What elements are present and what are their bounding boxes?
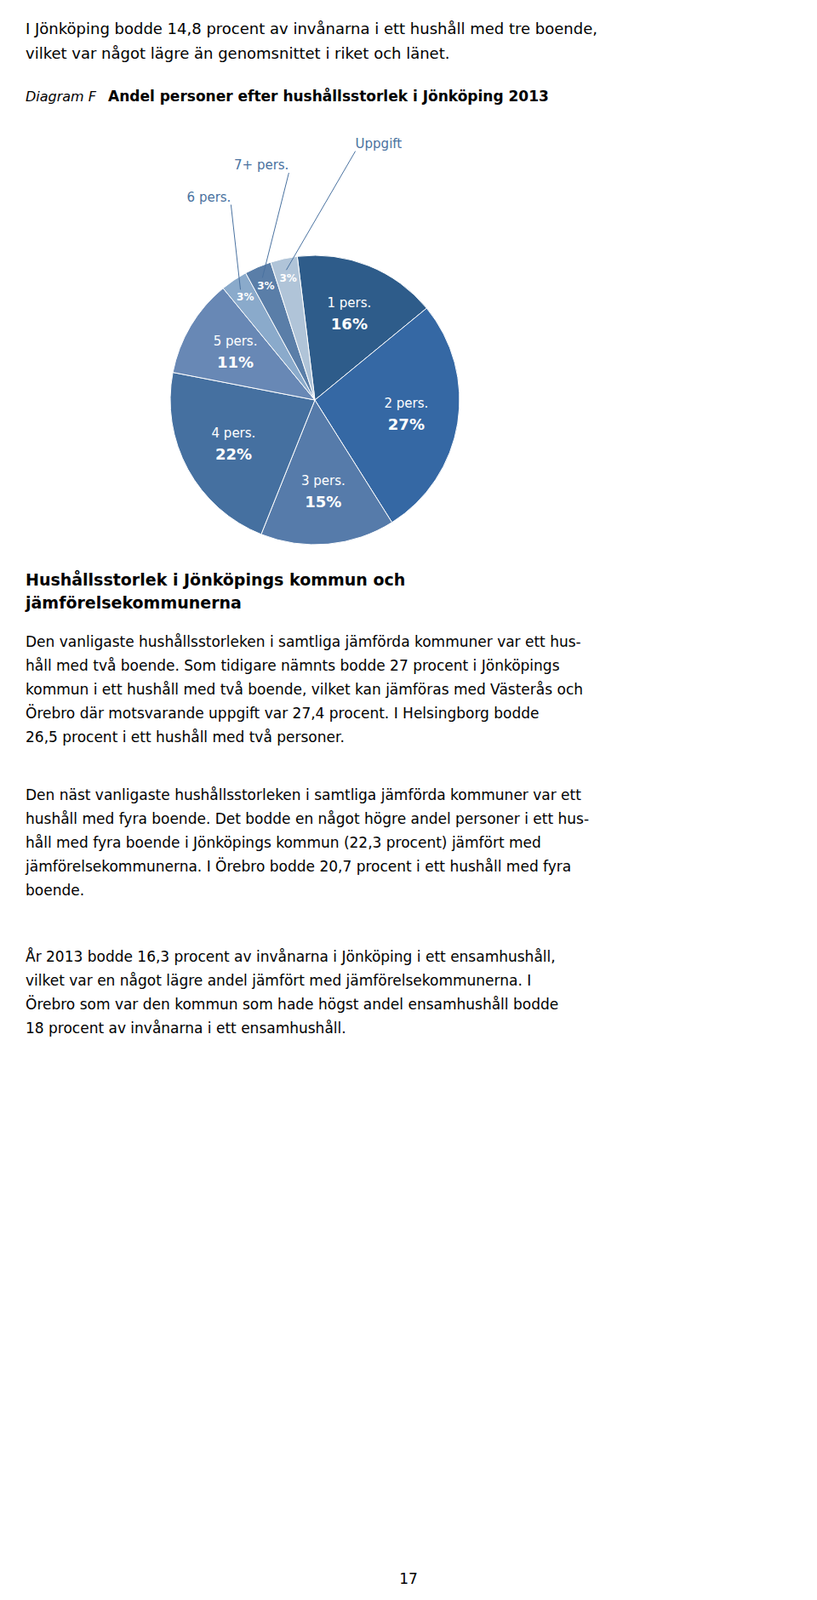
page: I Jönköping bodde 14,8 procent av invåna… [0,0,817,1600]
slice-label: 7+ pers. [234,157,289,173]
paragraph-line: kommun i ett hushåll med två boende, vil… [25,680,583,698]
slice-label: 6 pers. [187,189,232,206]
paragraph-line: boende. [25,881,85,899]
slice-label: 1 pers. [326,295,372,311]
slice-value: 3% [257,279,275,292]
slice-value: 3% [279,272,297,285]
slice-label: 3 pers. [301,473,346,489]
paragraph-line: jämförelsekommunerna. I Örebro bodde 20,… [24,856,572,875]
leader-line [230,205,240,291]
pie-slice [170,372,315,535]
slice-label: Uppgift [355,136,403,152]
section-heading: jämförelsekommunerna [24,593,242,612]
slice-value: 16% [331,314,368,333]
paragraph-line: vilket var en något lägre andel jämfört … [25,971,532,989]
page-title: vilket var något lägre än genomsnittet i… [25,44,450,63]
paragraph-line: håll med fyra boende i Jönköpings kommun… [25,834,542,852]
slice-label: 5 pers. [213,333,258,349]
page-title: I Jönköping bodde 14,8 procent av invåna… [25,19,598,38]
paragraph-line: 18 procent av invånarna i ett ensamhushå… [25,1019,347,1037]
paragraph-line: håll med två boende. Som tidigare nämnts… [25,657,560,675]
pie-slice [270,256,315,400]
slice-value: 27% [388,415,425,434]
slice-label: 2 pers. [383,395,429,412]
slice-label: 4 pers. [211,425,257,441]
slice-value: 3% [236,291,254,303]
page-number: 17 [399,1570,418,1588]
slice-value: 22% [215,445,252,463]
pie [170,255,460,545]
diagram-label: Diagram F [25,88,98,105]
paragraph-line: 26,5 procent i ett hushåll med två perso… [25,728,345,746]
section-heading: Hushållsstorlek i Jönköpings kommun och [25,569,406,589]
paragraph-line: Örebro som var den kommun som hade högst… [25,994,559,1013]
chart-title: Andel personer efter hushållsstorlek i J… [108,86,549,105]
leader-line [262,172,289,278]
pie-labels: 1 pers. 16% 2 pers. 27% 3 pers. 15% 4 pers. 22%… [187,136,429,512]
paragraph-line: Den näst vanligaste hushållsstorleken i … [25,786,582,804]
background [0,0,817,1600]
paragraph-line: Den vanligaste hushållsstorleken i samtl… [25,633,582,651]
slice-value: 15% [304,492,342,511]
leader-line [285,151,355,271]
paragraph-line: hushåll med fyra boende. Det bodde en nå… [25,810,589,828]
slice-value: 11% [217,353,254,372]
paragraph-line: År 2013 bodde 16,3 procent av invånarna … [25,947,556,966]
paragraph-line: Örebro där motsvarande uppgift var 27,4 … [25,703,540,722]
